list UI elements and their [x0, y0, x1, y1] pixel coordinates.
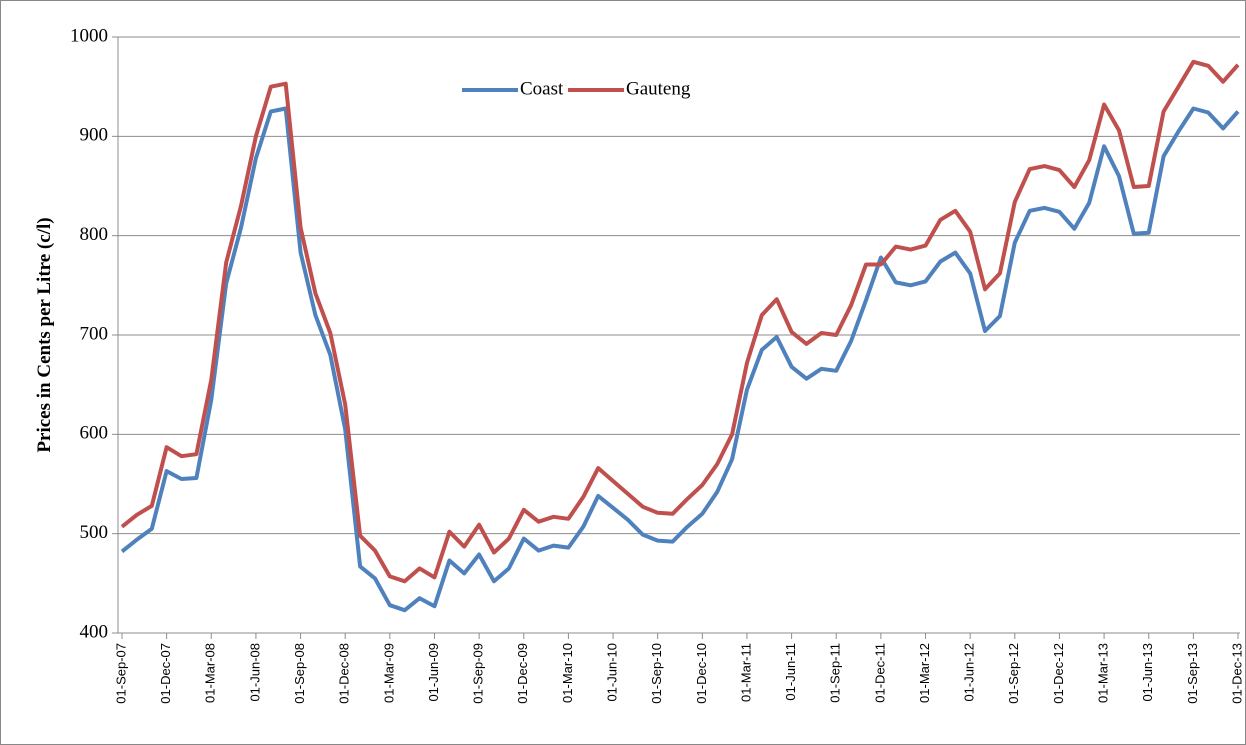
- legend-label: Gauteng: [626, 78, 691, 99]
- y-tick-label: 800: [80, 224, 109, 245]
- x-tick-label: 01-Dec-12: [1051, 643, 1066, 704]
- x-tick-label: 01-Dec-13: [1229, 643, 1244, 704]
- y-tick-label: 400: [80, 621, 109, 642]
- x-tick-label: 01-Sep-12: [1006, 643, 1021, 704]
- x-tick-label: 01-Sep-08: [292, 643, 307, 704]
- x-tick-label: 01-Sep-10: [649, 643, 664, 704]
- y-tick-label: 600: [80, 423, 109, 444]
- x-tick-label: 01-Mar-13: [1096, 643, 1111, 703]
- legend-label: Coast: [520, 78, 564, 99]
- y-tick-label: 700: [80, 323, 109, 344]
- series-line: [120, 59, 1240, 584]
- x-tick-label: 01-Dec-10: [694, 643, 709, 704]
- x-tick-label: 01-Mar-11: [738, 643, 753, 702]
- x-tick-label: 01-Jun-12: [962, 643, 977, 702]
- x-tick-label: 01-Jun-13: [1140, 643, 1155, 702]
- y-axis-label: Prices in Cents per Litre (c/l): [34, 217, 55, 452]
- y-tick-label: 900: [80, 125, 109, 146]
- y-tick-label: 1000: [70, 25, 108, 46]
- x-tick-label: 01-Jun-08: [247, 643, 262, 702]
- x-tick-label: 01-Mar-12: [917, 643, 932, 703]
- x-tick-label: 01-Mar-10: [560, 643, 575, 703]
- x-tick-label: 01-Sep-11: [828, 643, 843, 703]
- x-tick-label: 01-Jun-11: [783, 643, 798, 701]
- x-tick-label: 01-Jun-10: [604, 643, 619, 702]
- series-line: [120, 106, 1240, 613]
- x-tick-label: 01-Mar-08: [203, 643, 218, 703]
- x-tick-label: 01-Mar-09: [381, 643, 396, 703]
- x-tick-label: 01-Sep-09: [471, 643, 486, 704]
- x-tick-label: 01-Dec-08: [337, 643, 352, 704]
- y-tick-label: 500: [80, 522, 109, 543]
- x-tick-label: 01-Dec-07: [158, 643, 173, 704]
- x-tick-label: 01-Dec-11: [872, 643, 887, 703]
- x-tick-label: 01-Jun-09: [426, 643, 441, 702]
- x-tick-label: 01-Sep-07: [113, 643, 128, 704]
- x-tick-label: 01-Dec-09: [515, 643, 530, 704]
- x-tick-label: 01-Sep-13: [1185, 643, 1200, 704]
